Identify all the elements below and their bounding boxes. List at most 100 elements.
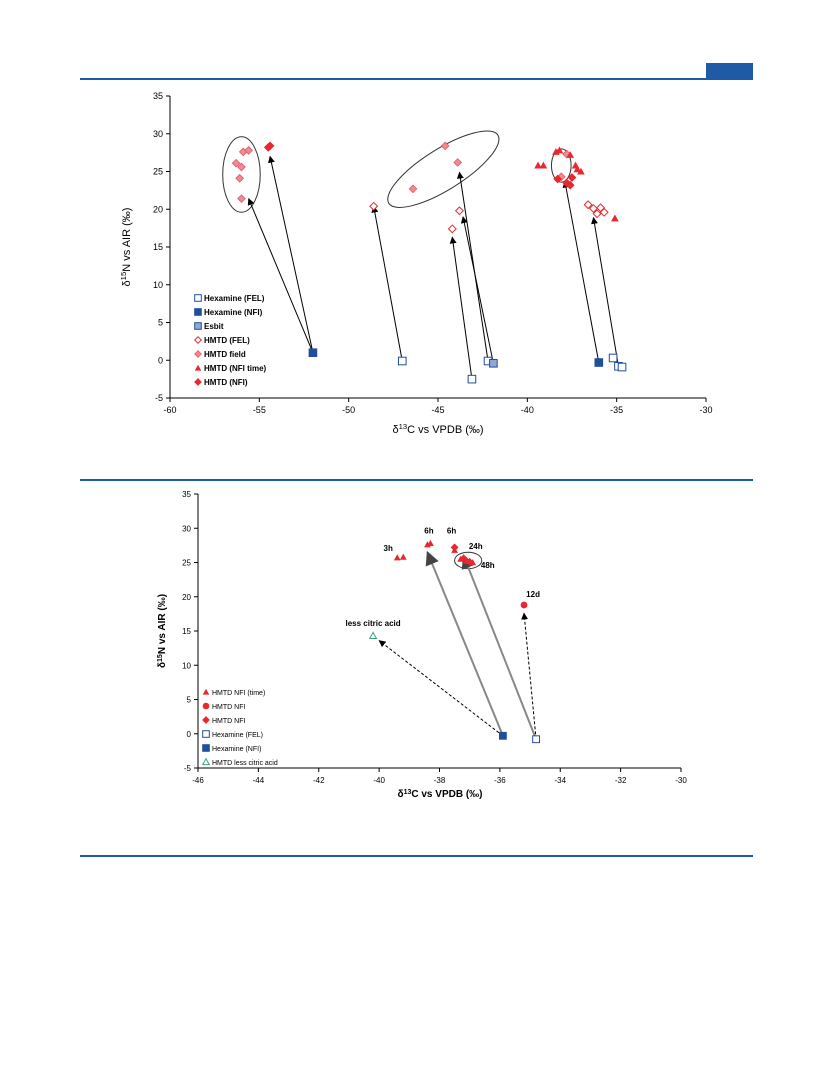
data-point (265, 141, 275, 151)
y-tick-label: 5 (187, 696, 192, 705)
data-point (566, 151, 575, 158)
y-tick-label: 15 (182, 627, 191, 636)
divider-rule-2 (80, 855, 753, 857)
data-point (592, 209, 602, 219)
data-point (599, 207, 609, 217)
y-tick-label: 25 (182, 559, 191, 568)
data-annotation: 24h (469, 542, 483, 551)
data-point (465, 557, 474, 566)
legend-marker (194, 350, 202, 358)
data-point (489, 358, 498, 368)
legend-marker (202, 688, 210, 695)
data-point (244, 145, 253, 155)
y-tick-label: 0 (187, 730, 192, 739)
data-point (498, 731, 507, 740)
x-axis-label: δ13C vs VPDB (‰) (398, 789, 483, 801)
y-tick-label: -5 (184, 764, 192, 773)
y-tick-label: 25 (153, 167, 163, 177)
arrow (461, 554, 538, 740)
data-point (534, 161, 542, 169)
data-point (555, 146, 564, 154)
data-point (577, 167, 585, 175)
legend-label: HMTD (NFI time) (204, 364, 267, 373)
x-tick-label: -38 (434, 776, 446, 785)
data-point (562, 178, 572, 188)
x-tick-label: -30 (675, 776, 687, 785)
data-point (588, 203, 598, 214)
data-point (567, 173, 577, 182)
legend-label: Hexamine (FEL) (204, 294, 265, 303)
legend-marker (202, 702, 210, 710)
x-tick-label: -60 (163, 405, 176, 415)
x-axis-label: δ13C vs VPDB (‰) (392, 422, 483, 437)
data-annotation: less citric acid (346, 619, 401, 628)
arrow (460, 216, 494, 364)
data-point (553, 174, 563, 184)
x-tick-label: -40 (373, 776, 385, 785)
data-point (459, 554, 468, 563)
data-point (594, 358, 604, 367)
y-tick-label: 35 (153, 91, 163, 101)
data-point (235, 173, 245, 183)
legend-label: Hexamine (NFI) (212, 746, 261, 753)
data-point (583, 200, 593, 210)
x-tick-label: -46 (192, 776, 204, 785)
legend-label: Hexamine (FEL) (212, 732, 263, 739)
data-point (532, 735, 541, 744)
data-point (520, 601, 528, 609)
x-tick-label: -36 (494, 776, 506, 785)
data-point (565, 180, 575, 190)
y-tick-label: 20 (153, 204, 163, 214)
x-tick-label: -45 (431, 405, 444, 415)
legend-marker (194, 294, 202, 302)
x-tick-label: -32 (615, 776, 627, 785)
y-tick-label: 10 (153, 280, 163, 290)
data-point (453, 158, 463, 167)
legend-marker (194, 364, 202, 371)
legend-label: HMTD NFI (212, 704, 245, 711)
legend-label: HMTD field (204, 350, 246, 359)
data-point (369, 201, 379, 211)
header-rule (80, 78, 753, 80)
legend-label: HMTD NFI (time) (212, 690, 265, 697)
data-point (617, 362, 627, 372)
data-point (454, 206, 464, 216)
x-tick-label: -42 (313, 776, 325, 785)
arrow (449, 236, 473, 380)
x-tick-label: -34 (554, 776, 566, 785)
data-point (397, 356, 407, 366)
arrow (521, 612, 537, 740)
y-axis-label: δ15N vs AIR (‰) (119, 208, 134, 287)
data-point (308, 348, 318, 357)
x-tick-label: -40 (521, 405, 534, 415)
legend: HMTD NFI (time) HMTD NFI HMTD NFI Hexamine … (201, 688, 278, 767)
x-tick-label: -30 (699, 405, 712, 415)
legend-marker (202, 744, 210, 752)
arrow (378, 640, 504, 737)
divider-rule-1 (80, 479, 753, 481)
legend-label: HMTD (NFI) (204, 378, 248, 387)
legend-label: Esbit (204, 322, 224, 331)
data-annotation: 3h (384, 544, 393, 553)
x-tick-label: -44 (253, 776, 265, 785)
arrow (371, 205, 403, 362)
y-tick-label: 30 (153, 129, 163, 139)
data-point (447, 224, 457, 234)
arrow (562, 180, 600, 363)
y-tick-label: 20 (182, 593, 191, 602)
y-tick-label: 0 (158, 355, 163, 365)
data-point (408, 184, 418, 194)
group-ellipse (222, 136, 261, 213)
data-point (237, 194, 246, 204)
data-point (427, 539, 434, 547)
data-point (450, 543, 459, 552)
y-tick-label: 15 (153, 242, 163, 252)
data-point (573, 165, 582, 173)
arrow (267, 155, 314, 353)
legend-marker (193, 335, 203, 345)
legend: Hexamine (FEL) Hexamine (NFI) Esbit HMTD (F… (193, 294, 267, 387)
y-tick-label: -5 (155, 393, 163, 403)
legend-label: HMTD NFI (212, 718, 245, 725)
